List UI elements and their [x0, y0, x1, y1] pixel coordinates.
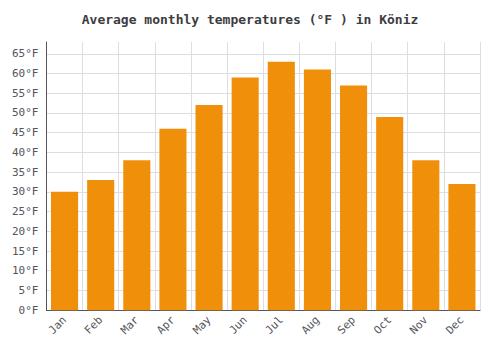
svg-text:Nov: Nov	[407, 313, 430, 336]
svg-text:May: May	[190, 313, 213, 336]
svg-text:0°F: 0°F	[19, 304, 39, 317]
svg-text:Aug: Aug	[299, 314, 322, 337]
svg-text:40°F: 40°F	[12, 146, 39, 159]
svg-text:55°F: 55°F	[12, 87, 39, 100]
svg-text:25°F: 25°F	[12, 205, 39, 218]
svg-text:35°F: 35°F	[12, 166, 39, 179]
svg-text:15°F: 15°F	[12, 245, 39, 258]
svg-text:60°F: 60°F	[12, 67, 39, 80]
svg-text:10°F: 10°F	[12, 264, 39, 277]
svg-text:Mar: Mar	[118, 313, 141, 336]
svg-text:Feb: Feb	[82, 314, 105, 337]
svg-text:Oct: Oct	[371, 314, 394, 337]
svg-text:Dec: Dec	[443, 314, 466, 337]
svg-text:Sep: Sep	[335, 314, 358, 337]
svg-text:45°F: 45°F	[12, 126, 39, 139]
svg-text:Apr: Apr	[154, 313, 177, 336]
svg-text:Jun: Jun	[227, 314, 250, 337]
svg-text:5°F: 5°F	[19, 284, 39, 297]
svg-text:65°F: 65°F	[12, 47, 39, 60]
svg-text:20°F: 20°F	[12, 225, 39, 238]
svg-text:Jul: Jul	[263, 314, 286, 337]
svg-text:Jan: Jan	[46, 314, 69, 337]
svg-text:30°F: 30°F	[12, 185, 39, 198]
svg-text:50°F: 50°F	[12, 106, 39, 119]
svg-text:Average monthly temperatures (: Average monthly temperatures (°F ) in Kö…	[82, 12, 419, 27]
